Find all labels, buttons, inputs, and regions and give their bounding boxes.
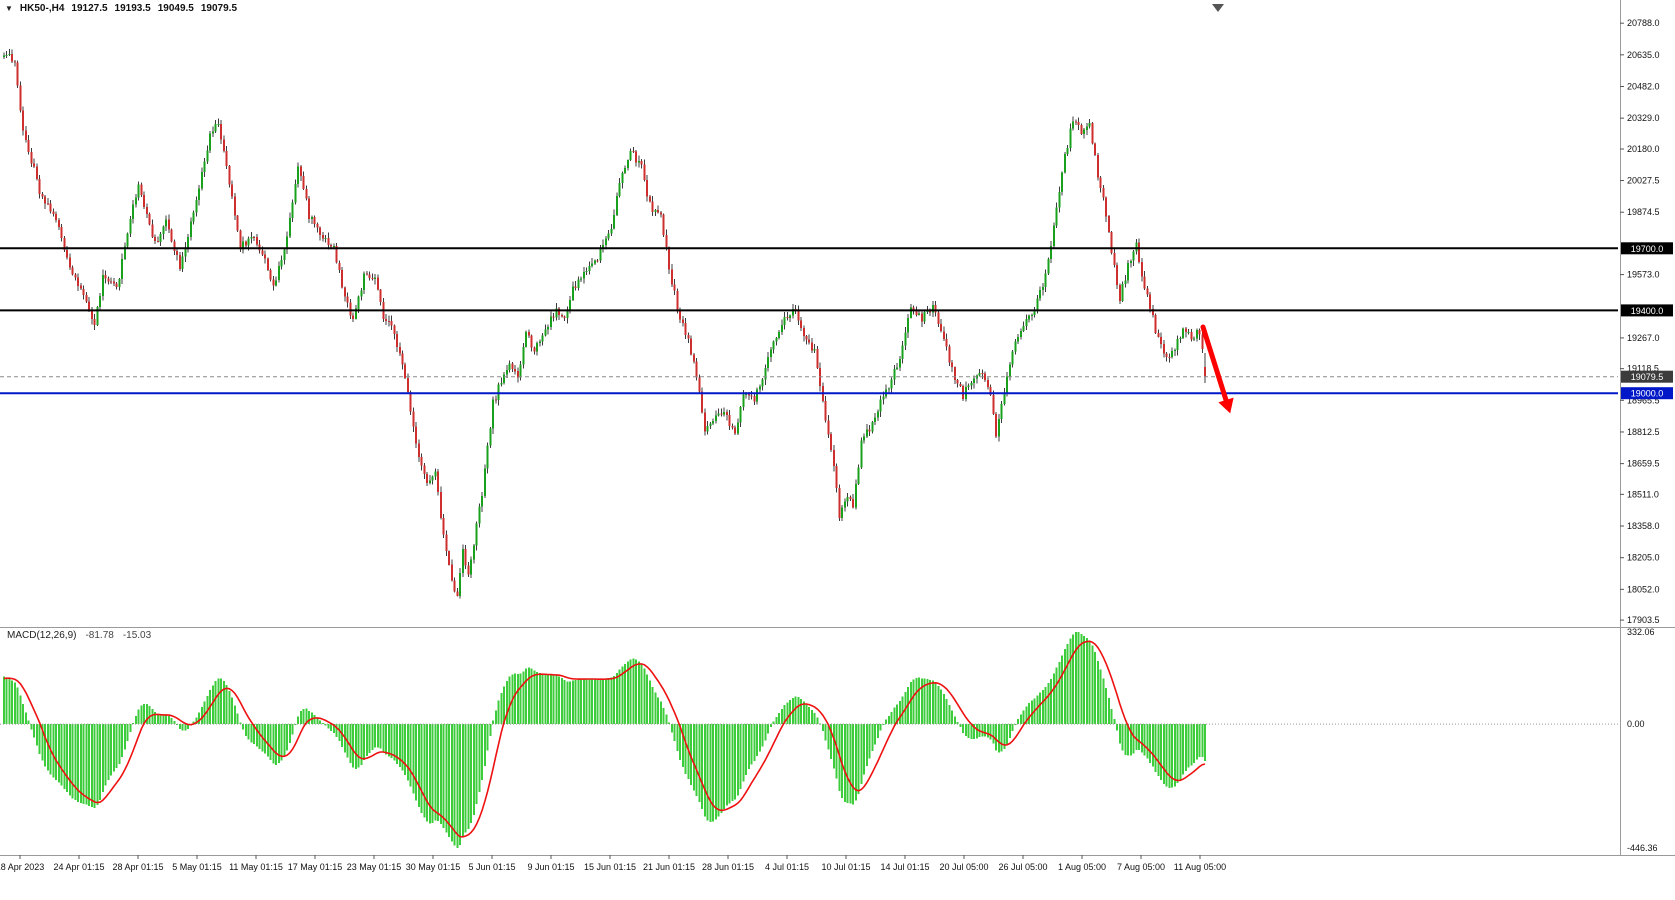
chart-shift-marker[interactable] bbox=[1212, 4, 1224, 12]
time-tick-label: 15 Jun 01:15 bbox=[584, 862, 636, 872]
price-line-label: 19700.0 bbox=[1631, 244, 1664, 254]
macd-signal-line bbox=[3, 640, 1206, 838]
horizontal-lines[interactable] bbox=[0, 247, 1618, 395]
time-tick-label: 21 Jun 01:15 bbox=[643, 862, 695, 872]
time-tick-label: 11 Aug 05:00 bbox=[1174, 862, 1226, 872]
time-tick-label: 1 Aug 05:00 bbox=[1058, 862, 1106, 872]
time-tick-label: 4 Jul 01:15 bbox=[765, 862, 809, 872]
price-tick-label: 18812.5 bbox=[1627, 427, 1660, 437]
macd-signal-value: -15.03 bbox=[122, 630, 152, 641]
time-tick-label: 17 May 01:15 bbox=[288, 862, 343, 872]
price-axis[interactable]: 20788.0 20635.0 20482.0 20329.0 20180.0 20027… bbox=[1620, 18, 1673, 625]
macd-indicator-label: MACD(12,26,9) -81.78 -15.03 bbox=[7, 630, 151, 641]
macd-axis-label: -446.36 bbox=[1627, 843, 1658, 853]
price-tick-label: 18659.5 bbox=[1627, 459, 1660, 469]
price-line-label: 19000.0 bbox=[1631, 389, 1664, 399]
price-line-label-box bbox=[1621, 370, 1673, 383]
price-line-label: 19079.5 bbox=[1631, 372, 1664, 382]
price-tick-label: 20027.5 bbox=[1627, 176, 1660, 186]
time-tick-label: 23 May 01:15 bbox=[347, 862, 402, 872]
price-line-label-box bbox=[1621, 387, 1673, 400]
macd-name: MACD(12,26,9) bbox=[7, 630, 77, 641]
price-line-label: 19400.0 bbox=[1631, 306, 1664, 316]
time-tick-label: 30 May 01:15 bbox=[406, 862, 461, 872]
arrow-head bbox=[1218, 397, 1234, 414]
price-tick-label: 19874.5 bbox=[1627, 207, 1660, 217]
macd-histogram bbox=[3, 632, 1206, 848]
macd-main-value: -81.78 bbox=[85, 630, 114, 641]
trend-arrow-annotation[interactable] bbox=[1200, 324, 1234, 414]
price-tick-label: 18052.0 bbox=[1627, 584, 1660, 594]
time-tick-label: 26 Jul 05:00 bbox=[998, 862, 1047, 872]
time-tick-label: 28 Apr 01:15 bbox=[112, 862, 163, 872]
time-axis[interactable]: 18 Apr 2023 24 Apr 01:15 28 Apr 01:15 5 May… bbox=[0, 855, 1226, 872]
chart-header: ▼ HK50-,H4 19127.5 19193.5 19049.5 19079… bbox=[5, 3, 237, 14]
price-tick-label: 17903.5 bbox=[1627, 615, 1660, 625]
macd-axis-label: 332.06 bbox=[1627, 627, 1655, 637]
macd-axis: 332.06 0.00 -446.36 bbox=[1627, 627, 1658, 853]
symbol-dropdown-icon[interactable]: ▼ bbox=[5, 3, 13, 13]
time-tick-label: 5 May 01:15 bbox=[172, 862, 222, 872]
price-tick-label: 18511.0 bbox=[1627, 489, 1659, 499]
time-tick-label: 14 Jul 01:15 bbox=[880, 862, 929, 872]
candlesticks bbox=[3, 49, 1206, 599]
time-tick-label: 18 Apr 2023 bbox=[0, 862, 44, 872]
price-tick-label: 19118.5 bbox=[1627, 364, 1659, 374]
time-tick-label: 7 Aug 05:00 bbox=[1117, 862, 1165, 872]
time-tick-label: 5 Jun 01:15 bbox=[468, 862, 515, 872]
price-tick-label: 20635.0 bbox=[1627, 50, 1660, 60]
price-tick-label: 18205.0 bbox=[1627, 553, 1660, 563]
ohlc-high: 19193.5 bbox=[114, 3, 151, 14]
price-tick-label: 19573.0 bbox=[1627, 270, 1660, 280]
time-tick-label: 24 Apr 01:15 bbox=[53, 862, 104, 872]
ohlc-open: 19127.5 bbox=[71, 3, 108, 14]
ohlc-close: 19079.5 bbox=[200, 3, 238, 14]
time-tick-label: 20 Jul 05:00 bbox=[939, 862, 988, 872]
price-tick-label: 18965.5 bbox=[1627, 395, 1660, 405]
price-tick-label: 20482.0 bbox=[1627, 82, 1660, 92]
ohlc-low: 19049.5 bbox=[157, 3, 194, 14]
symbol-timeframe-label: HK50-,H4 bbox=[19, 3, 65, 14]
price-tick-label: 20180.0 bbox=[1627, 144, 1660, 154]
price-tick-label: 20788.0 bbox=[1627, 18, 1660, 28]
time-tick-label: 9 Jun 01:15 bbox=[527, 862, 574, 872]
price-line-label-box bbox=[1621, 242, 1673, 255]
price-tick-label: 18358.0 bbox=[1627, 521, 1660, 531]
price-tick-label: 19267.0 bbox=[1627, 333, 1660, 343]
price-tick-label: 20329.0 bbox=[1627, 113, 1660, 123]
time-tick-label: 28 Jun 01:15 bbox=[702, 862, 754, 872]
macd-axis-label: 0.00 bbox=[1627, 719, 1645, 729]
time-tick-label: 11 May 01:15 bbox=[229, 862, 283, 872]
time-tick-label: 10 Jul 01:15 bbox=[821, 862, 870, 872]
price-line-label-box bbox=[1621, 304, 1673, 317]
axis-frame bbox=[0, 0, 1675, 856]
